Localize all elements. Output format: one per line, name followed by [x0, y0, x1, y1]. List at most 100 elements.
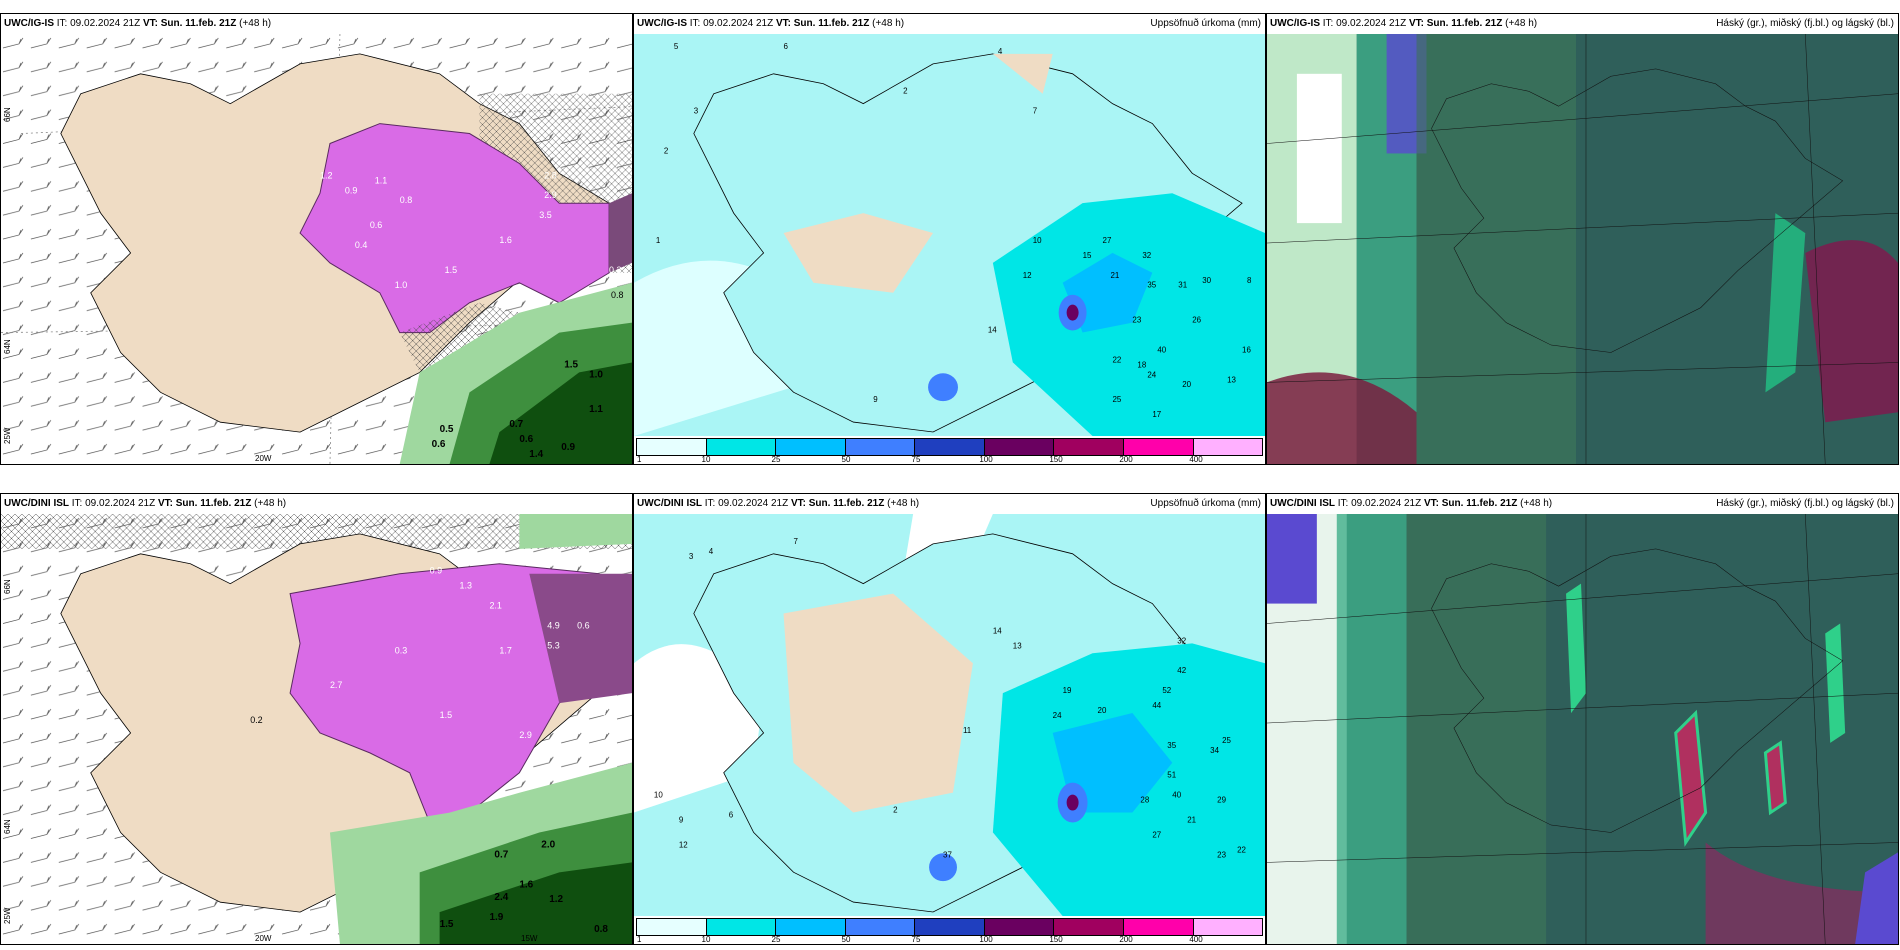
colorbar-tick: 50 [841, 455, 851, 464]
value-label: 40 [1172, 791, 1181, 800]
lat-label: 25W [3, 427, 12, 444]
value-label: 2 [903, 87, 908, 96]
colorbar: 1 10 25 50 75 100 150 200 400 [634, 916, 1265, 944]
colorbar-tick: 400 [1189, 935, 1203, 944]
value-label: 1.4 [529, 449, 543, 460]
cloud-map[interactable] [1267, 34, 1898, 464]
value-label: 42 [1177, 666, 1186, 675]
value-label: 7 [1033, 107, 1038, 116]
value-label: 1.5 [445, 265, 457, 275]
value-label: 21 [1187, 815, 1196, 824]
value-label: 12 [679, 840, 688, 849]
value-label: 27 [1152, 830, 1161, 839]
lon-label: 15W [521, 934, 538, 943]
value-label: 37 [943, 850, 952, 859]
value-label: 18 [1137, 360, 1146, 369]
cloud-map[interactable] [1267, 514, 1898, 944]
colorbar-swatch [1123, 439, 1194, 455]
colorbar-tick: 200 [1119, 455, 1133, 464]
snow-rain-map[interactable]: 1.2 0.9 1.1 0.8 2.8 2.9 3.5 1.6 1.5 0.6 … [1, 34, 632, 464]
panel-title: UWC/DINI ISL IT: 09.02.2024 21Z VT: Sun.… [4, 498, 287, 509]
value-label: 0.8 [400, 195, 412, 205]
value-label: 3 [689, 552, 694, 561]
colorbar-swatch [845, 439, 916, 455]
value-label: 0.9 [561, 442, 575, 453]
value-label: 0.9 [430, 566, 442, 576]
panel-title: UWC/DINI ISL IT: 09.02.2024 21Z VT: Sun.… [634, 494, 1265, 514]
value-label: 25 [1222, 736, 1231, 745]
colorbar-tick: 150 [1049, 455, 1063, 464]
colorbar-tick: 25 [771, 455, 781, 464]
value-label: 1.9 [489, 912, 503, 923]
panel-bottom-right: UWC/DINI ISL IT: 09.02.2024 21Z VT: Sun.… [1266, 493, 1899, 945]
colorbar-swatch [1193, 919, 1263, 935]
value-label: 23 [1217, 850, 1226, 859]
value-label: 44 [1152, 701, 1161, 710]
value-label: 1.2 [549, 894, 563, 905]
lon-label: 20W [255, 454, 272, 463]
value-label: 32 [1142, 251, 1151, 260]
value-label: 0.8 [611, 290, 623, 300]
panel-title: UWC/IG-IS IT: 09.02.2024 21Z VT: Sun. 11… [634, 14, 1265, 34]
value-label: 25 [1112, 395, 1121, 404]
colorbar-tick: 1 [637, 935, 642, 944]
panel-subtitle: Uppsöfnuð úrkoma (mm) [1150, 498, 1261, 509]
colorbar-tick: 75 [911, 935, 921, 944]
precip-map[interactable]: 5 2 3 1 6 4 7 2 10 12 14 15 27 32 35 31 … [634, 34, 1265, 436]
snow-rain-map[interactable]: 0.9 1.3 2.1 0.3 1.7 4.9 5.3 2.9 1.5 0.7 … [1, 514, 632, 944]
value-label: 4.9 [547, 620, 559, 630]
value-label: 6 [784, 42, 789, 51]
colorbar-tick: 100 [979, 935, 993, 944]
value-label: 35 [1167, 741, 1176, 750]
value-label: 0.7 [509, 419, 523, 430]
colorbar-swatch [915, 919, 985, 935]
value-label: 3.5 [539, 210, 551, 220]
value-label: 12 [1023, 271, 1032, 280]
value-label: 1 [656, 236, 661, 245]
value-label: 1.5 [440, 919, 454, 930]
value-label: 13 [1013, 641, 1022, 650]
value-label: 20 [1182, 380, 1191, 389]
value-label: 2.9 [544, 190, 556, 200]
value-label: 21 [1110, 271, 1119, 280]
value-label: 4 [709, 547, 714, 556]
colorbar-swatch [1123, 919, 1194, 935]
value-label: 0.6 [370, 220, 382, 230]
value-label: 13 [1227, 375, 1236, 384]
value-label: 51 [1167, 771, 1176, 780]
value-label: 0.8 [594, 924, 608, 935]
value-label: 28 [1140, 796, 1149, 805]
value-label: 1.3 [460, 581, 472, 591]
colorbar-tick: 400 [1189, 455, 1203, 464]
value-label: 0.3 [395, 645, 407, 655]
value-label: 29 [1217, 796, 1226, 805]
value-label: 2.7 [330, 680, 342, 690]
value-label: 10 [654, 791, 663, 800]
lat-label: 25W [3, 907, 12, 924]
value-label: 24 [1053, 711, 1062, 720]
colorbar-swatch [1054, 439, 1124, 455]
value-label: 9 [679, 815, 684, 824]
colorbar-swatch [776, 439, 846, 455]
value-label: 20 [1098, 706, 1107, 715]
value-label: 4 [998, 47, 1003, 56]
colorbar-tick: 10 [701, 935, 711, 944]
lon-label: 20W [255, 934, 272, 943]
value-label: 27 [1103, 236, 1112, 245]
colorbar-swatch [984, 439, 1055, 455]
panel-subtitle: Háský (gr.), miðský (fj.bl.) og lágský (… [1716, 498, 1894, 509]
precip-map[interactable]: 3 10 4 7 12 14 11 13 19 24 20 32 42 52 4… [634, 514, 1265, 916]
value-label: 0.6 [519, 434, 533, 445]
colorbar-swatch [637, 919, 707, 935]
colorbar: 1 10 25 50 75 100 150 200 400 [634, 436, 1265, 464]
value-label: 1.5 [564, 359, 578, 370]
colorbar-swatch [845, 919, 916, 935]
value-label: 0.2 [250, 715, 262, 725]
value-label: 7 [793, 537, 798, 546]
panel-top-middle: UWC/IG-IS IT: 09.02.2024 21Z VT: Sun. 11… [633, 13, 1266, 465]
value-label: 2.0 [541, 839, 555, 850]
panel-title: UWC/IG-IS IT: 09.02.2024 21Z VT: Sun. 11… [4, 18, 272, 29]
colorbar-swatch [706, 439, 777, 455]
lat-label: 66N [3, 579, 12, 594]
value-label: 34 [1210, 746, 1219, 755]
